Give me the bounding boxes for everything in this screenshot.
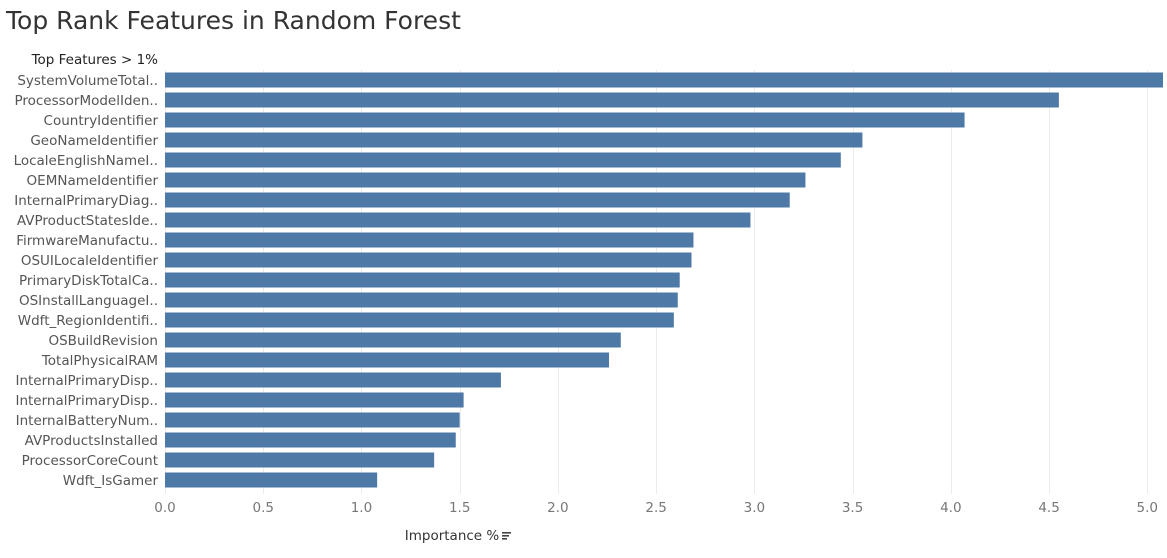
bar[interactable]: [165, 432, 456, 448]
bar[interactable]: [165, 312, 674, 328]
x-tick-label: 2.0: [547, 500, 568, 516]
x-tick-label: 2.5: [645, 500, 666, 516]
bar[interactable]: [165, 92, 1059, 108]
bar[interactable]: [165, 232, 694, 248]
category-label: PrimaryDiskTotalCa..: [19, 273, 158, 289]
category-label: OSBuildRevision: [48, 333, 158, 349]
category-label: InternalPrimaryDiag..: [14, 193, 158, 209]
category-label: FirmwareManufactu..: [16, 233, 158, 249]
bar[interactable]: [165, 112, 965, 128]
bar[interactable]: [165, 252, 692, 268]
category-label: SystemVolumeTotal..: [17, 73, 158, 89]
bar[interactable]: [165, 372, 501, 388]
category-label: CountryIdentifier: [44, 113, 159, 129]
category-label: Wdft_RegionIdentifi..: [18, 313, 158, 329]
x-tick-label: 3.0: [744, 500, 765, 516]
bar[interactable]: [165, 132, 863, 148]
x-tick-label: 1.0: [351, 500, 372, 516]
x-tick-label: 0.0: [154, 500, 175, 516]
bar[interactable]: [165, 152, 841, 168]
sort-descending-icon[interactable]: [502, 532, 511, 540]
bar[interactable]: [165, 272, 680, 288]
bar[interactable]: [165, 192, 790, 208]
category-label: ProcessorModelIden..: [14, 93, 158, 109]
bar[interactable]: [165, 472, 378, 488]
category-label: InternalBatteryNum..: [16, 413, 158, 429]
bar[interactable]: [165, 412, 460, 428]
bar[interactable]: [165, 352, 609, 368]
category-label: AVProductsInstalled: [25, 433, 158, 449]
x-axis-title: Importance %: [405, 528, 500, 544]
chart-title: Top Rank Features in Random Forest: [6, 6, 461, 35]
bar[interactable]: [165, 292, 678, 308]
category-label: OSUILocaleIdentifier: [21, 253, 159, 269]
bar[interactable]: [165, 212, 751, 228]
x-tick-label: 4.0: [940, 500, 961, 516]
category-label: OEMNameIdentifier: [27, 173, 159, 189]
bar[interactable]: [165, 392, 464, 408]
category-label: TotalPhysicalRAM: [41, 353, 158, 369]
bar[interactable]: [165, 72, 1163, 88]
category-label: Wdft_IsGamer: [63, 473, 159, 489]
bar[interactable]: [165, 332, 621, 348]
x-tick-label: 0.5: [252, 500, 273, 516]
row-header: Top Features > 1%: [31, 52, 159, 68]
x-tick-label: 3.5: [842, 500, 863, 516]
x-tick-label: 5.0: [1137, 500, 1158, 516]
category-label: OSInstallLanguageI..: [19, 293, 158, 309]
bar[interactable]: [165, 452, 435, 468]
x-tick-label: 1.5: [449, 500, 470, 516]
category-label: LocaleEnglishNameI..: [14, 153, 158, 169]
bar[interactable]: [165, 172, 806, 188]
category-label: ProcessorCoreCount: [22, 453, 158, 469]
category-label: InternalPrimaryDisp..: [15, 393, 158, 409]
category-label: InternalPrimaryDisp..: [15, 373, 158, 389]
x-tick-label: 4.5: [1038, 500, 1059, 516]
category-label: AVProductStatesIde..: [17, 213, 158, 229]
category-label: GeoNameIdentifier: [30, 133, 158, 149]
